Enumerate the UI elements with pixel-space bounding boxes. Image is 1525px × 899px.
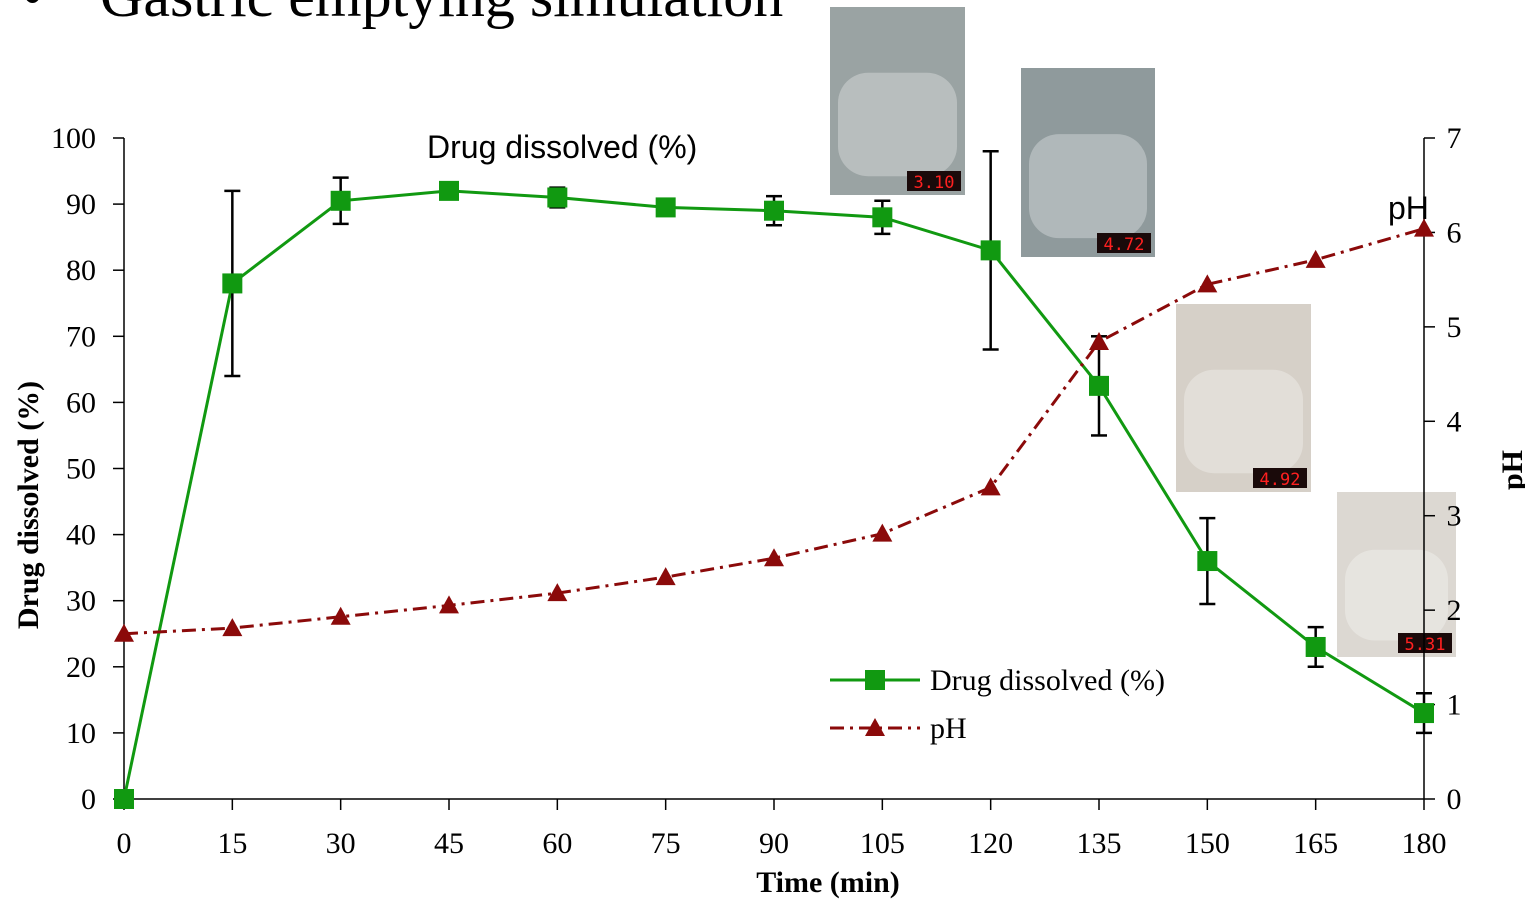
marker	[114, 789, 134, 809]
marker	[981, 240, 1001, 260]
marker	[547, 187, 567, 207]
y2-tick-label: 1	[1447, 689, 1462, 722]
y-axis-title: Drug dissolved (%)	[12, 381, 45, 629]
photo-reading: 3.10	[914, 173, 955, 193]
x-tick-label: 135	[1077, 827, 1122, 860]
y-tick-label: 0	[81, 783, 96, 816]
photo-reading: 4.92	[1260, 470, 1301, 490]
series-line	[124, 191, 1424, 799]
y2-tick-label: 5	[1447, 311, 1462, 344]
marker	[872, 524, 892, 542]
marker	[764, 548, 784, 566]
x-tick-label: 30	[326, 827, 356, 860]
y2-tick-label: 7	[1447, 122, 1462, 155]
x-axis-title: Time (min)	[756, 866, 900, 899]
y2-tick-label: 0	[1447, 783, 1462, 816]
photo-glass	[1029, 134, 1147, 238]
legend-label: pH	[930, 712, 967, 745]
y2-axis-title: pH	[1496, 450, 1525, 490]
x-tick-label: 105	[860, 827, 905, 860]
y-tick-label: 60	[66, 386, 96, 419]
photo-glass	[838, 73, 957, 176]
chart: • Gastric emptying simulation Drug disso…	[0, 0, 1525, 899]
bullet: •	[22, 0, 43, 29]
marker	[764, 201, 784, 221]
y-tick-label: 70	[66, 320, 96, 353]
y-tick-label: 80	[66, 254, 96, 287]
marker	[1197, 551, 1217, 571]
y2-tick-label: 4	[1447, 405, 1462, 438]
marker	[439, 181, 459, 201]
y2-tick-label: 2	[1447, 594, 1462, 627]
marker	[222, 618, 242, 636]
marker	[872, 207, 892, 227]
x-tick-label: 180	[1402, 827, 1447, 860]
marker	[1414, 703, 1434, 723]
y-tick-label: 90	[66, 188, 96, 221]
marker	[656, 197, 676, 217]
photo-reading: 4.72	[1104, 235, 1145, 255]
marker	[1306, 637, 1326, 657]
x-tick-label: 75	[651, 827, 681, 860]
x-tick-label: 120	[968, 827, 1013, 860]
marker	[1089, 376, 1109, 396]
x-tick-label: 60	[542, 827, 572, 860]
x-tick-label: 45	[434, 827, 464, 860]
x-tick-label: 90	[759, 827, 789, 860]
x-tick-label: 165	[1293, 827, 1338, 860]
marker	[981, 477, 1001, 495]
y2-tick-label: 3	[1447, 500, 1462, 533]
y-tick-label: 30	[66, 585, 96, 618]
marker	[1089, 332, 1109, 350]
photo-glass	[1345, 550, 1448, 641]
annotation: pH	[1388, 190, 1429, 226]
y-tick-label: 20	[66, 651, 96, 684]
legend-marker	[865, 670, 885, 690]
x-tick-label: 0	[117, 827, 132, 860]
x-tick-label: 15	[217, 827, 247, 860]
marker	[439, 595, 459, 613]
photo-reading: 5.31	[1405, 635, 1446, 655]
marker	[222, 273, 242, 293]
chart-title: Gastric emptying simulation	[100, 0, 783, 29]
annotation: Drug dissolved (%)	[427, 129, 697, 165]
y-tick-label: 100	[51, 122, 96, 155]
y2-tick-label: 6	[1447, 216, 1462, 249]
photo-glass	[1184, 370, 1303, 473]
x-tick-label: 150	[1185, 827, 1230, 860]
legend-label: Drug dissolved (%)	[930, 664, 1165, 697]
y-tick-label: 40	[66, 519, 96, 552]
y-tick-label: 10	[66, 717, 96, 750]
y-tick-label: 50	[66, 453, 96, 486]
marker	[331, 191, 351, 211]
